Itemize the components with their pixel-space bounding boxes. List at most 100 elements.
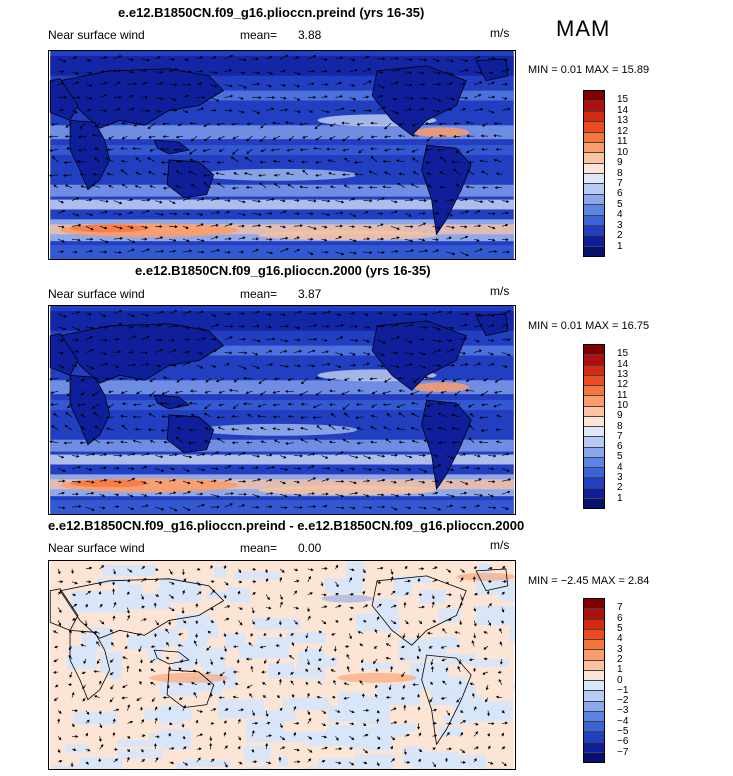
colorbar-swatch — [584, 742, 604, 753]
colorbar-tick-label: 7 — [617, 177, 623, 189]
colorbar-swatch — [584, 153, 604, 164]
colorbar-swatch — [584, 629, 604, 640]
colorbar-swatch — [584, 427, 604, 438]
colorbar-swatch — [584, 681, 604, 692]
season-label: MAM — [556, 16, 611, 41]
colorbar-tick-label: 11 — [617, 389, 628, 401]
panel3-mean-label: mean= — [240, 541, 278, 555]
colorbar-tick-label: −4 — [617, 715, 629, 727]
colorbar-tick-label: 6 — [617, 612, 623, 624]
colorbar-tick-label: 10 — [617, 146, 629, 158]
colorbar-swatch — [584, 619, 604, 630]
colorbar-tick-label: 5 — [617, 198, 623, 210]
colorbar-tick-label: 7 — [617, 430, 623, 442]
colorbar-tick-label: 14 — [617, 358, 629, 370]
colorbar-tick-label: 6 — [617, 188, 623, 200]
colorbar-swatch — [584, 142, 604, 154]
colorbar-swatch — [584, 488, 604, 499]
colorbar-tick-label: 3 — [617, 472, 623, 484]
panel1-mean: 3.88 — [298, 28, 322, 42]
colorbar-swatch — [584, 457, 604, 468]
panel1-mean-label: mean= — [240, 28, 278, 42]
colorbar-tick-label: 3 — [617, 643, 623, 655]
colorbar-swatch — [584, 111, 604, 123]
colorbar-tick-label: 13 — [617, 368, 629, 380]
colorbar-swatch — [584, 416, 604, 427]
panel3-minmax: MIN = −2.45 MAX = 2.84 — [528, 575, 650, 587]
colorbar-swatch — [584, 599, 604, 610]
colorbar-swatch — [584, 345, 604, 356]
colorbar-tick-label: −3 — [617, 705, 629, 717]
colorbar-tick-label: 14 — [617, 104, 629, 116]
colorbar-swatch — [584, 101, 604, 112]
colorbar-swatch — [584, 132, 604, 143]
panel2-minmax: MIN = 0.01 MAX = 16.75 — [528, 320, 650, 332]
panel2-mean: 3.87 — [298, 287, 322, 301]
colorbar-swatch — [584, 478, 604, 489]
colorbar-swatch — [584, 184, 604, 195]
colorbar-swatch — [584, 406, 604, 417]
colorbar-tick-label: 8 — [617, 167, 623, 179]
colorbar-tick-label: −5 — [617, 726, 629, 738]
colorbar-tick-label: 8 — [617, 420, 623, 432]
panel1-wind-map — [48, 50, 516, 260]
colorbar-swatch — [584, 670, 604, 681]
colorbar-tick-label: 10 — [617, 399, 629, 411]
colorbar-tick-label: 3 — [617, 219, 623, 231]
colorbar-tick-label: 4 — [617, 633, 623, 645]
colorbar-tick-label: 4 — [617, 461, 623, 473]
colorbar-swatch — [584, 722, 604, 733]
colorbar-swatch — [584, 375, 604, 386]
panel3-title: e.e12.B1850CN.f09_g16.plioccn.preind - e… — [48, 518, 525, 533]
panel2-units: m/s — [490, 284, 510, 298]
colorbar-tick-label: 6 — [617, 441, 623, 453]
colorbar-swatch — [584, 365, 604, 376]
colorbar-tick-label: 12 — [617, 379, 629, 391]
colorbar-swatch — [584, 163, 604, 174]
colorbar-tick-label: 2 — [617, 653, 623, 665]
panel1-colorbar — [583, 90, 605, 257]
panel1-colorbar-labels: 15 14 13 12 11 10 9 8 7 6 5 4 3 2 1 — [617, 90, 647, 257]
panel3-colorbar-labels: 7 6 5 4 3 2 1 0 −1 −2 −3 −4 −5 −6 −7 — [617, 598, 647, 763]
colorbar-swatch — [584, 246, 604, 256]
colorbar-tick-label: 2 — [617, 482, 623, 494]
colorbar-swatch — [584, 174, 604, 185]
panel2-colorbar-labels: 15 14 13 12 11 10 9 8 7 6 5 4 3 2 1 — [617, 344, 647, 509]
colorbar-swatch — [584, 660, 604, 671]
colorbar-swatch — [584, 236, 604, 247]
colorbar-swatch — [584, 386, 604, 397]
panel3-mean: 0.00 — [298, 541, 322, 555]
colorbar-tick-label: 0 — [617, 674, 623, 686]
colorbar-tick-label: −7 — [617, 746, 629, 758]
colorbar-tick-label: 1 — [617, 240, 623, 252]
colorbar-swatch — [584, 609, 604, 620]
colorbar-swatch — [584, 711, 604, 722]
colorbar-swatch — [584, 225, 604, 237]
panel1-units: m/s — [490, 26, 510, 40]
colorbar-tick-label: 15 — [617, 94, 629, 106]
panel2-colorbar — [583, 344, 605, 509]
colorbar-swatch — [584, 640, 604, 651]
colorbar-tick-label: −1 — [617, 684, 629, 696]
colorbar-swatch — [584, 194, 604, 206]
colorbar-tick-label: 1 — [617, 492, 623, 504]
colorbar-tick-label: −2 — [617, 695, 629, 707]
panel1-field: Near surface wind — [48, 28, 145, 42]
colorbar-tick-label: 15 — [617, 348, 629, 360]
colorbar-tick-label: 2 — [617, 230, 623, 242]
colorbar-swatch — [584, 215, 604, 226]
colorbar-swatch — [584, 498, 604, 508]
colorbar-tick-label: 9 — [617, 410, 623, 422]
panel2-field: Near surface wind — [48, 287, 145, 301]
colorbar-tick-label: −6 — [617, 736, 629, 748]
colorbar-tick-label: 12 — [617, 125, 629, 137]
colorbar-swatch — [584, 396, 604, 407]
colorbar-tick-label: 7 — [617, 602, 623, 614]
panel3-field: Near surface wind — [48, 541, 145, 555]
colorbar-tick-label: 1 — [617, 664, 623, 676]
colorbar-tick-label: 4 — [617, 209, 623, 221]
colorbar-swatch — [584, 650, 604, 661]
colorbar-swatch — [584, 122, 604, 133]
panel3-units: m/s — [490, 538, 510, 552]
panel3-wind-difference-map — [48, 560, 516, 770]
